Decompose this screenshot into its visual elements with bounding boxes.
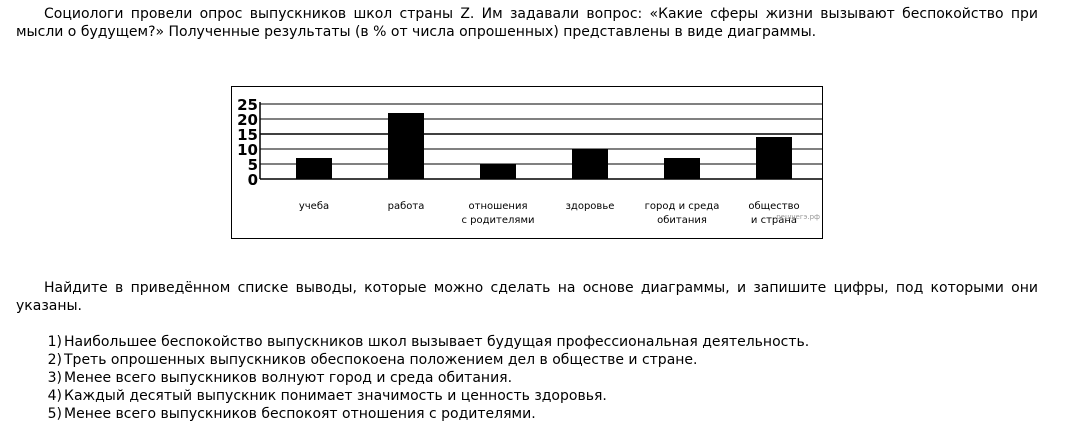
bar: [296, 158, 332, 179]
watermark: решуегэ.рф: [776, 213, 820, 221]
category-label: здоровье: [566, 201, 615, 212]
y-tick-label: 25: [237, 96, 258, 114]
task-text: Найдите в приведённом списке выводы, кот…: [16, 280, 1038, 314]
option-text: Треть опрошенных выпускников обеспокоена…: [64, 352, 698, 368]
y-tick-label: 20: [237, 111, 258, 129]
bar-chart: 25 20 15 10 5 0 учеба работа отношения с родителя…: [231, 86, 823, 239]
bar: [756, 137, 792, 179]
option-text: Менее всего выпускников волнуют город и …: [64, 370, 513, 386]
category-label: город и среда: [645, 201, 720, 212]
answer-options-list: 1) Наибольшее беспокойство выпускников шк…: [44, 333, 810, 423]
bar: [664, 158, 700, 179]
category-label: работа: [388, 201, 425, 212]
option-number: 5): [47, 406, 62, 422]
answer-option: 2) Треть опрошенных выпускников обеспокое…: [44, 351, 809, 369]
intro-text: Социологи провели опрос выпускников школ…: [16, 6, 1038, 40]
category-label: с родителями: [462, 215, 535, 226]
answer-option: 4) Каждый десятый выпускник понимает знач…: [44, 387, 809, 405]
y-tick-label: 10: [237, 141, 258, 159]
bar: [572, 149, 608, 179]
option-text: Каждый десятый выпускник понимает значим…: [64, 388, 607, 404]
answer-option: 3) Менее всего выпускников волнуют город …: [44, 369, 809, 387]
answer-option: 5) Менее всего выпускников беспокоят отно…: [44, 405, 809, 423]
option-number: 2): [47, 352, 62, 368]
bar: [480, 164, 516, 179]
intro-paragraph: Социологи провели опрос выпускников школ…: [16, 5, 1038, 41]
y-tick-label: 5: [248, 156, 258, 174]
option-number: 1): [47, 334, 62, 350]
category-label: отношения: [469, 201, 528, 212]
option-number: 4): [47, 388, 62, 404]
option-number: 3): [47, 370, 62, 386]
category-label: обитания: [657, 215, 707, 226]
option-text: Менее всего выпускников беспокоят отноше…: [64, 406, 536, 422]
option-text: Наибольшее беспокойство выпускников школ…: [64, 334, 810, 350]
category-label: и страна: [751, 215, 797, 226]
category-label: общество: [748, 201, 799, 212]
category-label: учеба: [299, 201, 329, 212]
y-tick-label: 0: [248, 171, 258, 189]
bar: [388, 113, 424, 179]
answer-option: 1) Наибольшее беспокойство выпускников шк…: [44, 333, 810, 351]
y-tick-label: 15: [237, 126, 258, 144]
task-paragraph: Найдите в приведённом списке выводы, кот…: [16, 279, 1038, 315]
